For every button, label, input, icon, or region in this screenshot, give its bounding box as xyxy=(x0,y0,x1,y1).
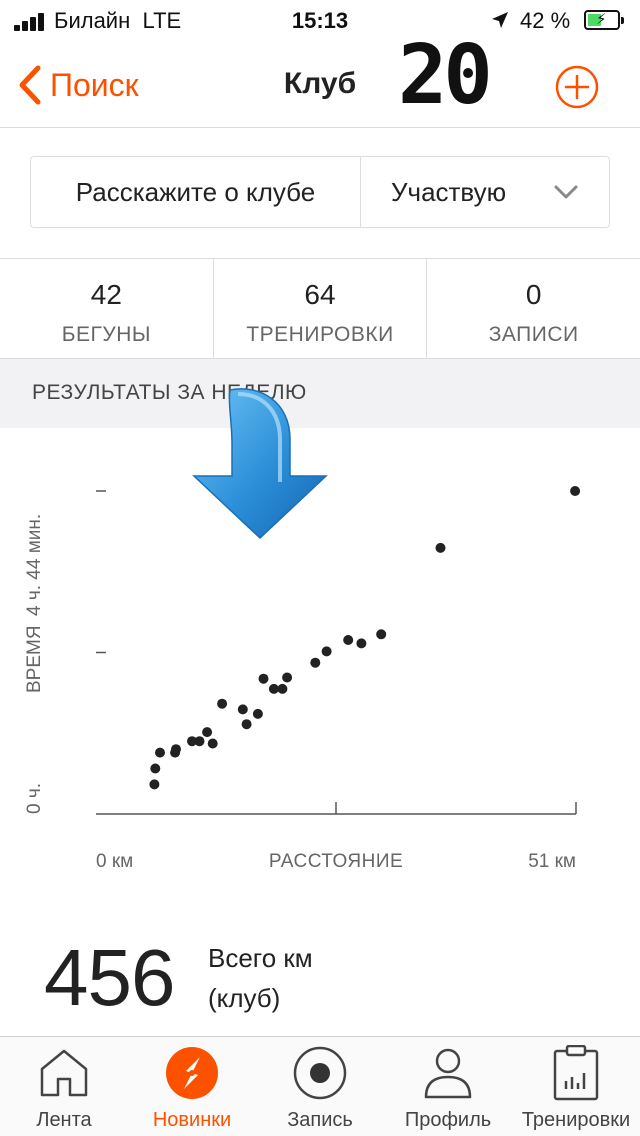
page-title: Клуб xyxy=(283,67,357,100)
membership-label: Участвую xyxy=(391,176,507,207)
data-point xyxy=(343,635,354,645)
battery-percent: 42 % xyxy=(520,8,571,33)
chevron-left-icon xyxy=(19,65,41,105)
stat-runners[interactable]: 42 БЕГУНЫ xyxy=(0,259,214,358)
training-log-icon xyxy=(553,1045,599,1101)
data-point xyxy=(258,673,269,684)
stat-label: ТРЕНИРОВКИ xyxy=(246,323,394,346)
data-point xyxy=(207,738,218,749)
membership-dropdown[interactable]: Участвую xyxy=(361,157,609,227)
data-point xyxy=(149,779,160,790)
tab-bar: Лента Новинки Запись Профиль Тренировки xyxy=(0,1036,640,1136)
total-label-line2: (клуб) xyxy=(208,983,281,1013)
data-point xyxy=(356,638,367,649)
tab-label: Запись xyxy=(287,1109,353,1131)
carrier-label: Билайн LTE xyxy=(54,8,181,34)
tab-label: Профиль xyxy=(404,1109,492,1131)
home-icon xyxy=(40,1049,88,1097)
data-point xyxy=(217,698,228,709)
data-point xyxy=(150,763,161,774)
battery-icon: ⚡ xyxy=(584,10,624,30)
tab-training[interactable]: Тренировки xyxy=(512,1037,640,1136)
record-icon xyxy=(293,1046,347,1100)
y-axis-label: ВРЕМЯ xyxy=(24,625,45,693)
x-min-label: 0 км xyxy=(96,851,133,872)
status-bar: Билайн LTE 15:13 42 % ⚡ xyxy=(0,0,640,40)
tab-feed[interactable]: Лента xyxy=(0,1037,128,1136)
data-point xyxy=(171,744,181,755)
data-point xyxy=(268,683,279,694)
down-arrow-icon xyxy=(192,388,328,540)
overlay-number: 20 xyxy=(398,28,493,123)
data-point xyxy=(155,747,165,758)
carrier-name: Билайн xyxy=(54,8,131,33)
data-point xyxy=(570,486,581,496)
tab-label: Лента xyxy=(36,1109,92,1131)
stat-value: 64 xyxy=(304,279,336,310)
data-point xyxy=(252,708,263,719)
profile-icon xyxy=(424,1048,472,1099)
stat-posts[interactable]: 0 ЗАПИСИ xyxy=(427,259,640,358)
y-max-label: 4 ч. 44 мин. xyxy=(24,514,45,616)
data-point xyxy=(202,727,213,738)
total-distance-label: Всего км (клуб) xyxy=(208,938,313,1018)
data-point xyxy=(321,646,332,657)
tab-record[interactable]: Запись xyxy=(256,1037,384,1136)
back-label: Поиск xyxy=(50,66,139,103)
data-point xyxy=(187,736,197,747)
about-club-button[interactable]: Расскажите о клубе xyxy=(31,157,361,227)
stat-workouts[interactable]: 64 ТРЕНИРОВКИ xyxy=(214,259,428,358)
data-point xyxy=(376,629,387,640)
data-point xyxy=(194,736,205,747)
data-point xyxy=(435,542,446,553)
data-point xyxy=(237,704,248,715)
data-point xyxy=(241,719,252,730)
status-time: 15:13 xyxy=(291,8,349,33)
data-point xyxy=(282,672,293,683)
total-label-line1: Всего км xyxy=(208,943,313,973)
scatter-plot: ВРЕМЯ 4 ч. 44 мин. 0 ч. 0 км РАССТОЯНИЕ … xyxy=(24,486,581,872)
tab-label: Новинки xyxy=(152,1109,232,1131)
weekly-results-chart: ВРЕМЯ 4 ч. 44 мин. 0 ч. 0 км РАССТОЯНИЕ … xyxy=(0,428,640,898)
stat-value: 42 xyxy=(90,279,122,310)
back-button[interactable]: Поиск xyxy=(16,62,139,108)
total-distance-value: 456 xyxy=(44,933,175,1022)
explore-icon xyxy=(166,1047,218,1099)
y-min-label: 0 ч. xyxy=(24,783,45,814)
network-type: LTE xyxy=(142,8,182,33)
tab-profile[interactable]: Профиль xyxy=(384,1037,512,1136)
x-axis-label: РАССТОЯНИЕ xyxy=(269,851,403,872)
club-actions: Расскажите о клубе Участвую xyxy=(30,156,610,228)
location-arrow-icon xyxy=(492,12,508,28)
add-button[interactable] xyxy=(554,64,600,110)
data-point xyxy=(310,657,321,668)
tab-label: Тренировки xyxy=(521,1109,631,1131)
data-point xyxy=(277,683,288,694)
tab-explore[interactable]: Новинки xyxy=(128,1037,256,1136)
club-stats: 42 БЕГУНЫ 64 ТРЕНИРОВКИ 0 ЗАПИСИ xyxy=(0,258,640,358)
stat-value: 0 xyxy=(525,279,542,310)
chevron-down-icon xyxy=(554,185,578,199)
x-max-label: 51 км xyxy=(528,851,576,872)
navigation-bar: Поиск Клуб 20 xyxy=(0,28,640,128)
stat-label: ЗАПИСИ xyxy=(488,323,579,346)
signal-strength-icon xyxy=(14,11,50,31)
stat-label: БЕГУНЫ xyxy=(61,323,151,346)
